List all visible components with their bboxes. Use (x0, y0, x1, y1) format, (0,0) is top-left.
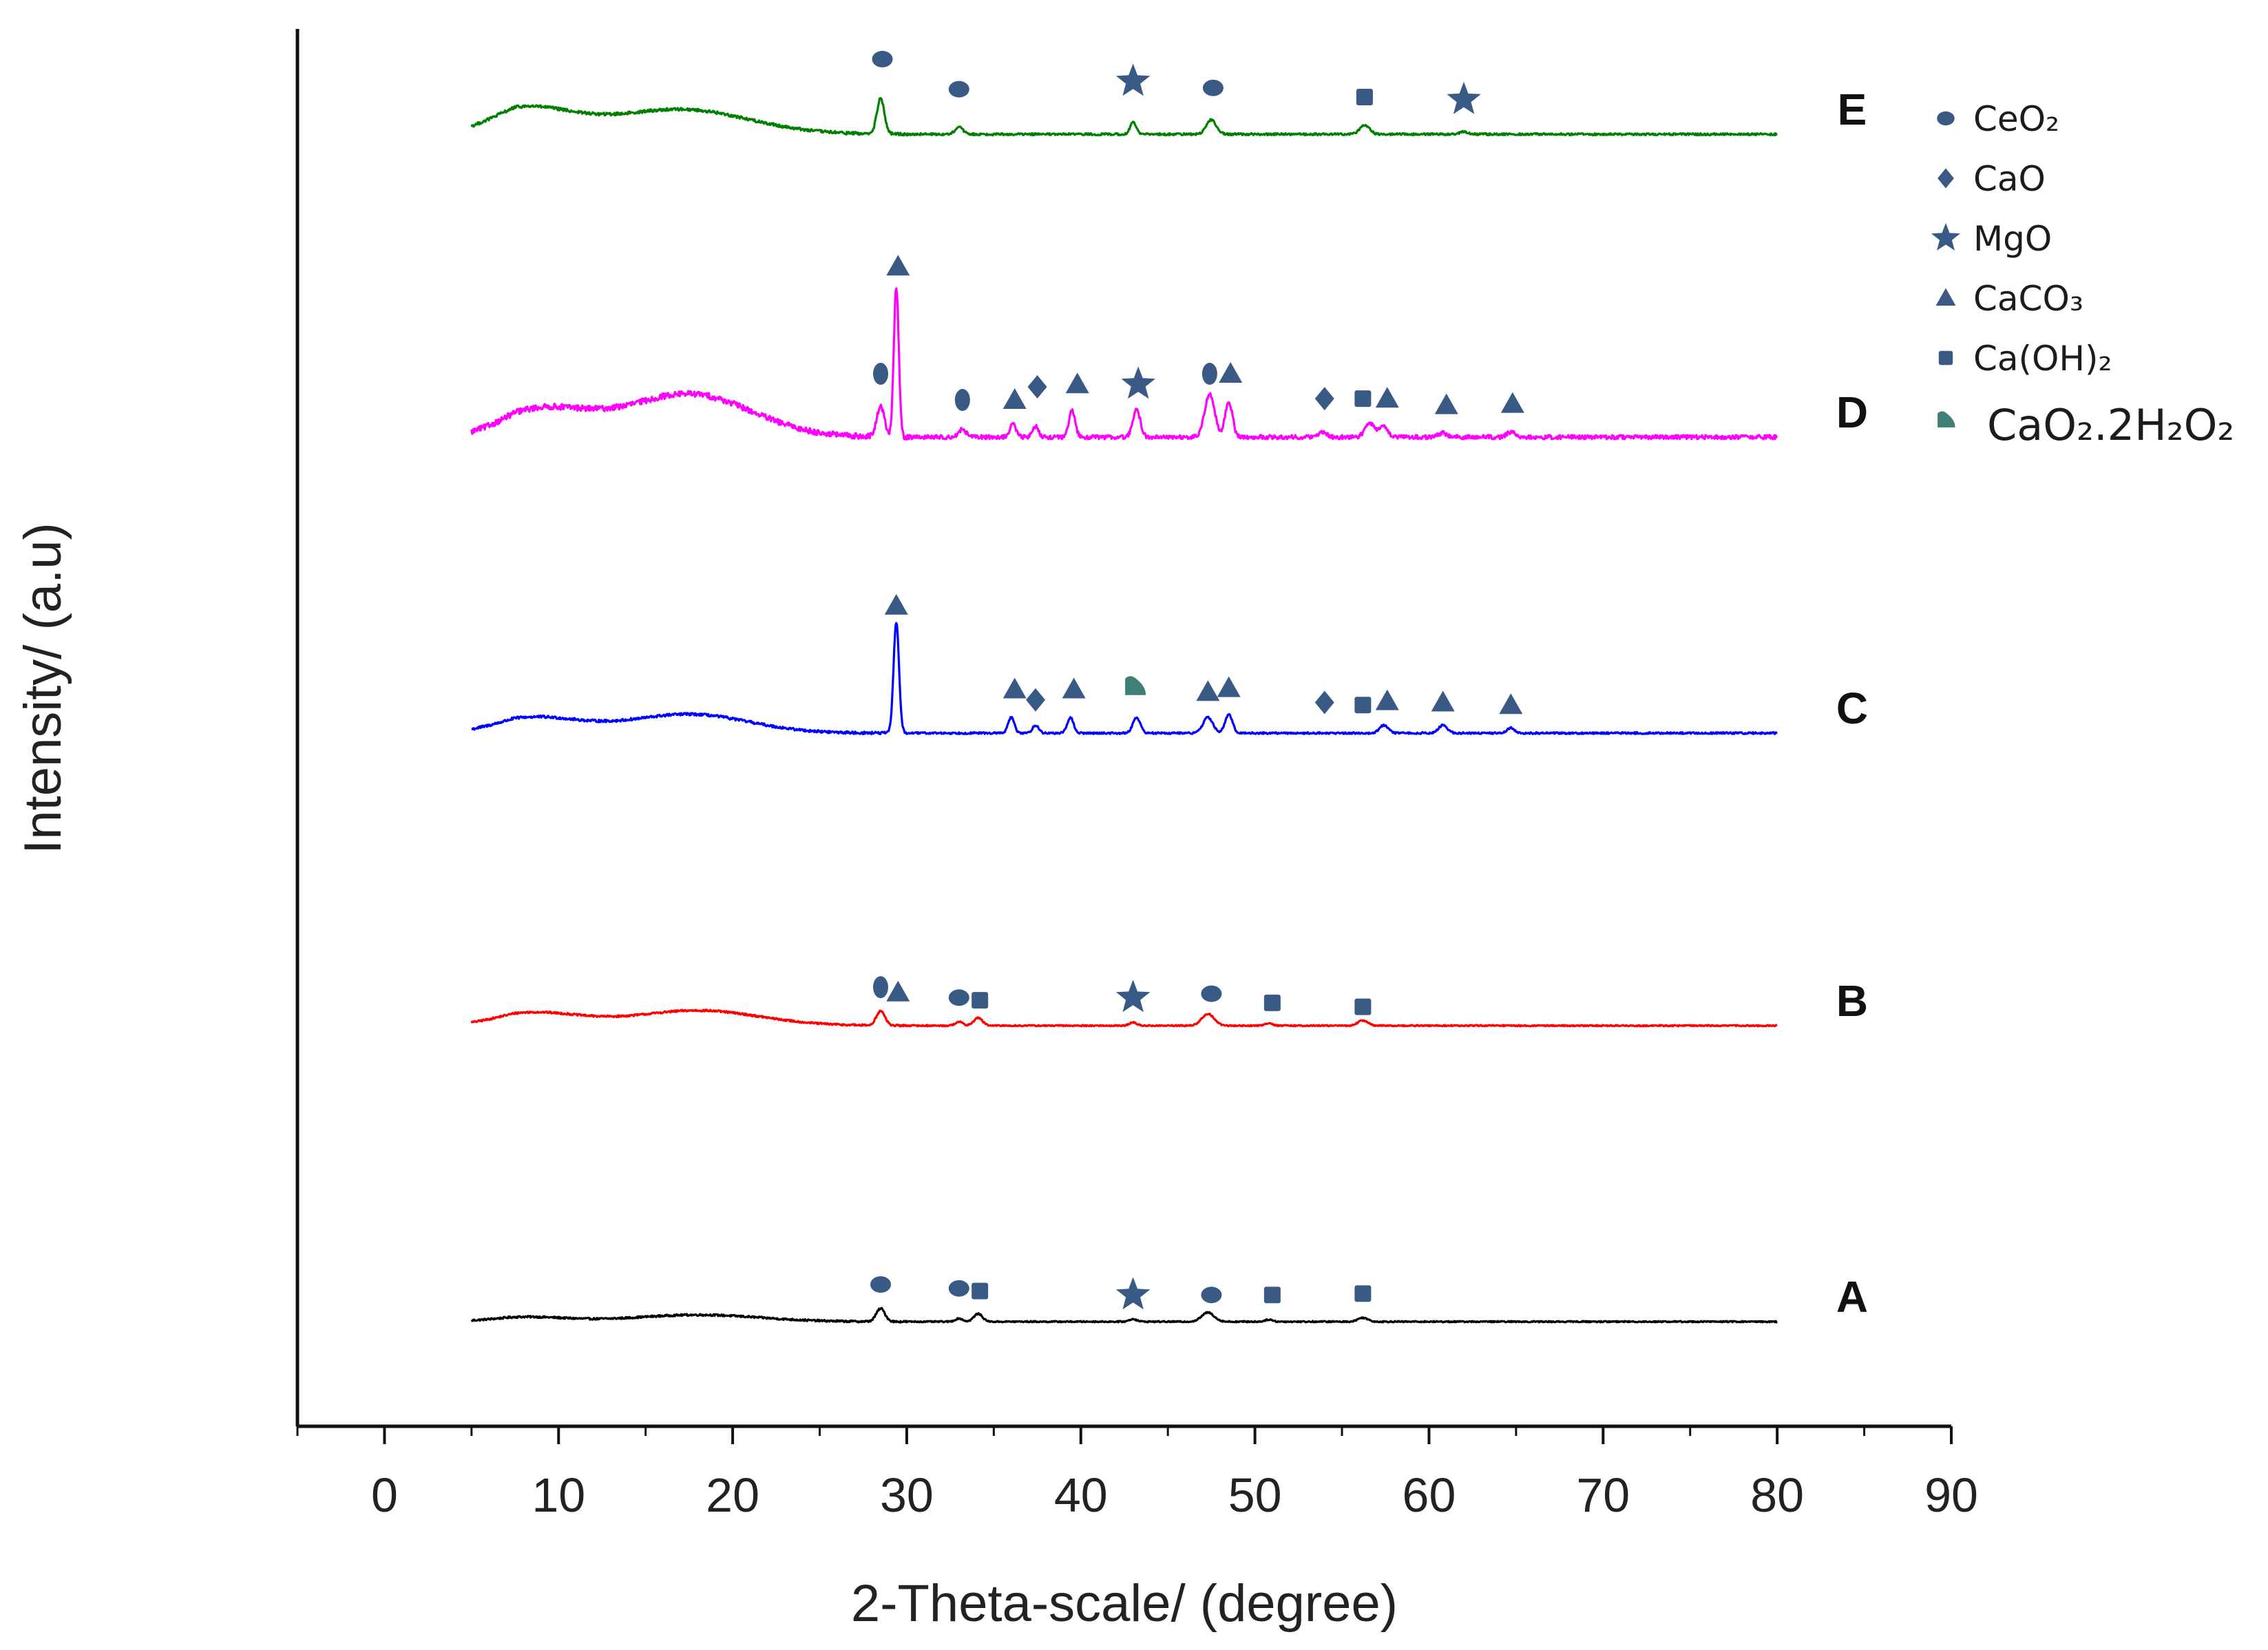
traces (470, 97, 1778, 1324)
marker-C-triangle-10 (1431, 690, 1455, 712)
marker-C-triangle-6 (1217, 676, 1241, 697)
marker-D-triangle-11 (1375, 387, 1399, 408)
marker-D-triangle-5 (1065, 372, 1089, 394)
legend-star-icon (1931, 222, 1960, 251)
series-E-line (470, 97, 1778, 137)
axes: 0 10 20 30 40 50 60 70 80 90 2-Theta-scale/ (degr… (14, 29, 1978, 1633)
marker-D-diamond-9 (1314, 387, 1334, 411)
marker-B-square-6 (1263, 994, 1281, 1011)
marker-A-ellipse-0 (870, 1276, 892, 1293)
marker-E-ellipse-1 (948, 81, 969, 98)
x-tick-label: 70 (1576, 1468, 1630, 1522)
series-A-line (470, 1307, 1778, 1324)
marker-C-square-8 (1354, 697, 1372, 714)
marker-E-star-5 (1447, 81, 1481, 114)
x-tick-label: 20 (706, 1468, 759, 1522)
x-tick-label: 40 (1054, 1468, 1108, 1522)
marker-C-triangle-3 (1062, 677, 1086, 699)
marker-C-triangle-0 (884, 593, 908, 615)
x-axis-title: 2-Theta-scale/ (degree) (851, 1574, 1398, 1633)
marker-B-square-3 (972, 992, 989, 1009)
phase-markers (870, 50, 1524, 1310)
series-label-B: B (1836, 976, 1868, 1026)
x-tick-label: 10 (532, 1468, 585, 1522)
marker-A-square-2 (972, 1282, 989, 1300)
legend-square-icon (1938, 350, 1953, 366)
marker-A-star-3 (1115, 1277, 1151, 1310)
x-tick-label: 80 (1750, 1468, 1804, 1522)
legend-leaf-icon (1938, 411, 1955, 427)
marker-C-leaf-4 (1125, 676, 1146, 695)
marker-B-ellipse-5 (1201, 985, 1222, 1002)
marker-E-square-4 (1356, 89, 1373, 105)
marker-C-triangle-11 (1499, 693, 1523, 715)
marker-D-square-10 (1354, 390, 1372, 408)
series-C-line (471, 622, 1778, 736)
series-label-D: D (1836, 388, 1868, 437)
legend-label: CaO₂.2H₂O₂ (1987, 400, 2234, 450)
marker-B-ellipse-v-0 (873, 976, 889, 999)
legend-diamond-icon (1938, 168, 1954, 189)
legend: CeO₂ CaO MgO CaCO₃ Ca(OH)₂ CaO₂.2H₂O₂ (1931, 99, 2234, 450)
marker-A-ellipse-1 (948, 1280, 969, 1297)
x-tick-label: 60 (1403, 1468, 1456, 1522)
marker-D-ellipse-v-2 (954, 389, 970, 411)
marker-B-ellipse-2 (948, 989, 969, 1006)
x-tick-label: 30 (880, 1468, 934, 1522)
series-label-E: E (1838, 85, 1867, 134)
marker-D-triangle-0 (886, 255, 910, 276)
marker-B-triangle-1 (886, 980, 910, 1002)
x-ticks: 0 10 20 30 40 50 60 70 80 90 (296, 1426, 1978, 1522)
x-tick-label: 90 (1924, 1468, 1978, 1522)
legend-triangle-icon (1935, 288, 1956, 306)
marker-D-triangle-13 (1500, 392, 1524, 413)
marker-D-triangle-8 (1219, 362, 1243, 383)
x-tick-label: 50 (1228, 1468, 1282, 1522)
marker-D-diamond-4 (1027, 375, 1047, 399)
marker-C-triangle-9 (1375, 689, 1399, 710)
x-tick-label: 0 (371, 1468, 398, 1522)
legend-label: MgO (1973, 219, 2052, 259)
marker-C-triangle-5 (1196, 680, 1220, 701)
series-B-line (470, 1008, 1778, 1028)
marker-D-star-6 (1121, 366, 1155, 399)
marker-E-star-2 (1115, 63, 1151, 96)
legend-label: CeO₂ (1973, 99, 2059, 139)
series-label-A: A (1836, 1272, 1868, 1322)
marker-B-square-7 (1354, 998, 1372, 1015)
marker-D-triangle-12 (1434, 393, 1458, 414)
marker-C-diamond-7 (1314, 690, 1334, 715)
marker-E-ellipse-0 (872, 50, 893, 67)
series-D-line (470, 287, 1778, 441)
marker-D-ellipse-v-1 (873, 363, 889, 385)
marker-A-ellipse-4 (1201, 1287, 1222, 1304)
series-label-C: C (1836, 684, 1868, 733)
y-axis-title: Intensity/ (a.u) (14, 522, 72, 854)
marker-D-ellipse-v-7 (1201, 363, 1217, 385)
marker-E-ellipse-3 (1202, 79, 1224, 96)
legend-label: CaO (1973, 159, 2046, 199)
marker-C-diamond-2 (1026, 688, 1046, 712)
marker-D-triangle-3 (1002, 388, 1027, 409)
legend-label: Ca(OH)₂ (1973, 339, 2112, 379)
legend-label: CaCO₃ (1973, 279, 2083, 319)
legend-ellipse-icon (1937, 111, 1955, 126)
series-labels: A B C D E (1836, 85, 1868, 1322)
marker-A-square-6 (1354, 1285, 1372, 1302)
marker-B-star-4 (1115, 980, 1151, 1013)
marker-A-square-5 (1263, 1287, 1281, 1304)
marker-C-triangle-1 (1002, 677, 1027, 699)
